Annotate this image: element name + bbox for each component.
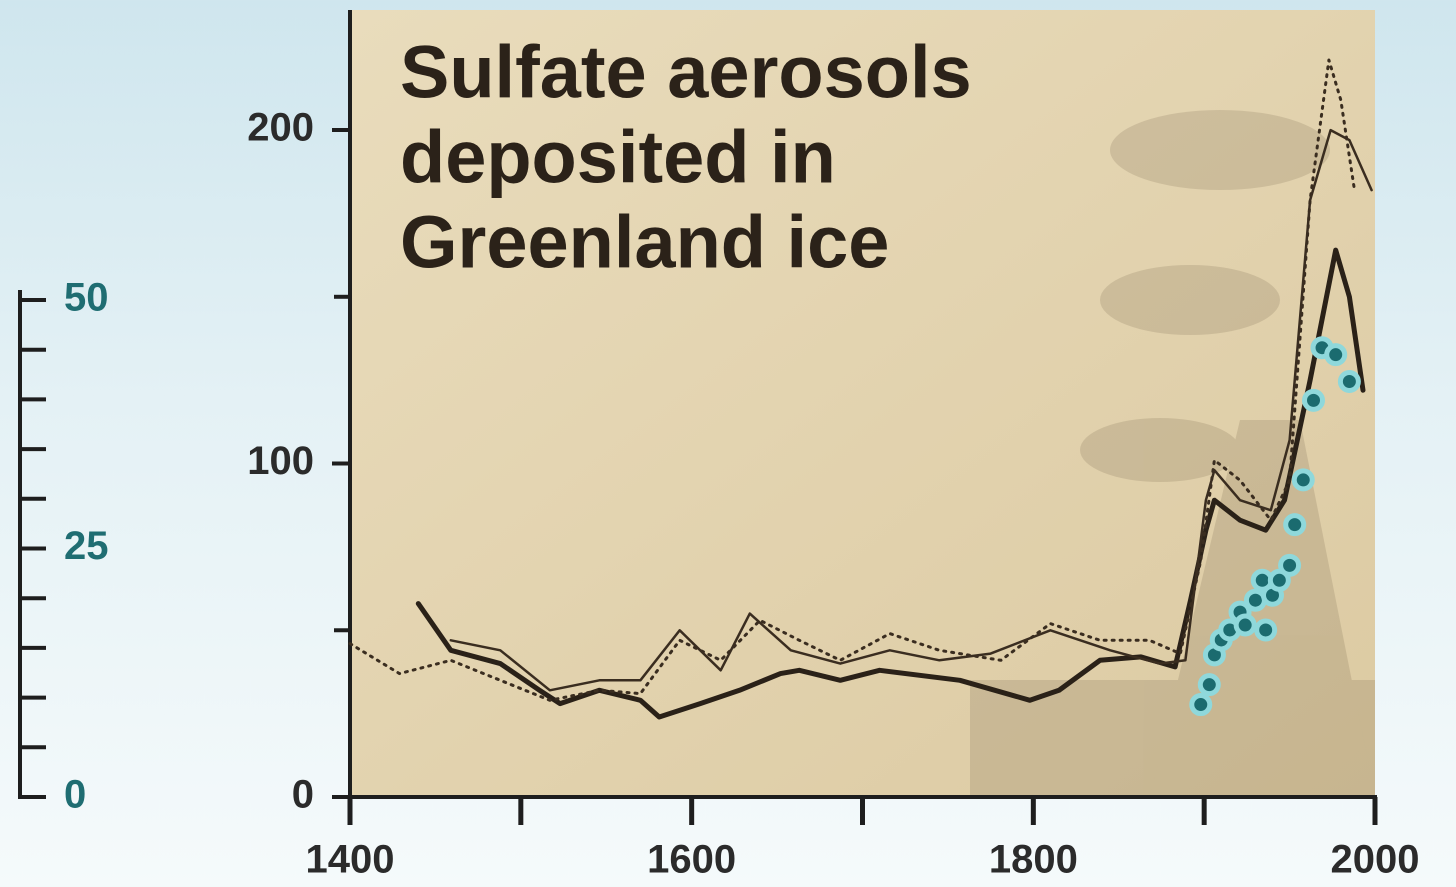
x-tick-label: 1800 bbox=[989, 838, 1078, 882]
title: Sulfate aerosols deposited in Greenland … bbox=[400, 31, 972, 284]
data-point bbox=[1278, 553, 1302, 577]
data-point bbox=[1254, 618, 1278, 642]
title-line: deposited in bbox=[400, 116, 836, 199]
y-tick-label: 100 bbox=[247, 439, 314, 483]
data-point bbox=[1324, 343, 1348, 367]
x-tick-label: 2000 bbox=[1331, 838, 1420, 882]
title-line: Greenland ice bbox=[400, 201, 889, 284]
y2-tick-label: 25 bbox=[64, 524, 109, 568]
data-point bbox=[1189, 693, 1213, 717]
y-tick-label: 200 bbox=[247, 106, 314, 150]
title-line: Sulfate aerosols bbox=[400, 31, 972, 114]
data-line bbox=[449, 128, 1373, 692]
data-point bbox=[1337, 370, 1361, 394]
y2-tick-label: 0 bbox=[64, 773, 86, 817]
data-point bbox=[1291, 468, 1315, 492]
data-point bbox=[1267, 568, 1291, 592]
data-line bbox=[415, 247, 1366, 720]
x-tick-label: 1600 bbox=[647, 838, 736, 882]
data-point bbox=[1197, 673, 1221, 697]
x-tick-label: 1400 bbox=[306, 838, 395, 882]
data-point bbox=[1302, 388, 1325, 412]
y2-tick-label: 50 bbox=[64, 276, 109, 320]
y-tick-label: 0 bbox=[292, 773, 314, 817]
data-point bbox=[1233, 613, 1257, 637]
data-point bbox=[1283, 513, 1307, 537]
